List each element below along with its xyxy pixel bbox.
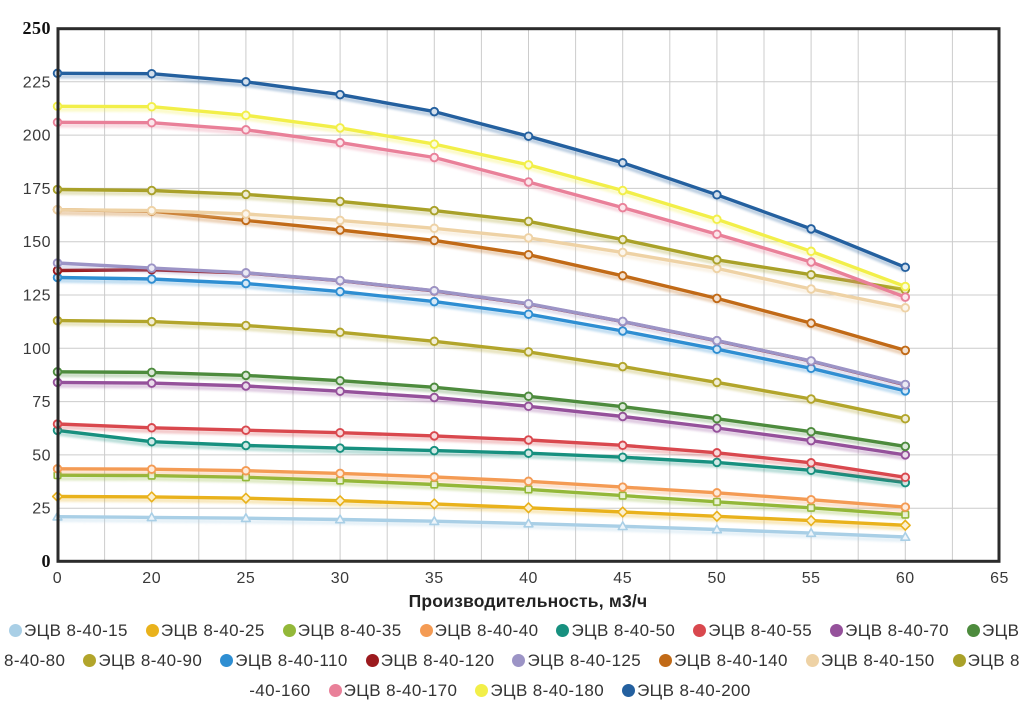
svg-text:25: 25 <box>32 501 51 518</box>
svg-text:250: 250 <box>23 18 52 38</box>
svg-text:35: 35 <box>425 570 444 587</box>
svg-text:100: 100 <box>23 341 51 358</box>
svg-text:55: 55 <box>802 570 821 587</box>
svg-text:25: 25 <box>237 570 256 587</box>
svg-text:40: 40 <box>519 570 538 587</box>
svg-text:45: 45 <box>613 570 632 587</box>
svg-text:60: 60 <box>896 570 915 587</box>
svg-text:65: 65 <box>990 570 1009 587</box>
svg-text:20: 20 <box>142 570 161 587</box>
svg-text:0: 0 <box>42 551 52 571</box>
svg-text:50: 50 <box>32 447 51 464</box>
svg-text:30: 30 <box>331 570 350 587</box>
svg-text:0: 0 <box>53 570 62 587</box>
svg-text:150: 150 <box>23 234 51 251</box>
svg-text:50: 50 <box>708 570 727 587</box>
svg-text:225: 225 <box>23 74 51 91</box>
svg-text:75: 75 <box>32 394 51 411</box>
svg-text:200: 200 <box>23 128 51 145</box>
svg-text:125: 125 <box>23 288 51 305</box>
svg-text:175: 175 <box>23 181 51 198</box>
svg-text:Производительность, м3/ч: Производительность, м3/ч <box>409 591 648 611</box>
